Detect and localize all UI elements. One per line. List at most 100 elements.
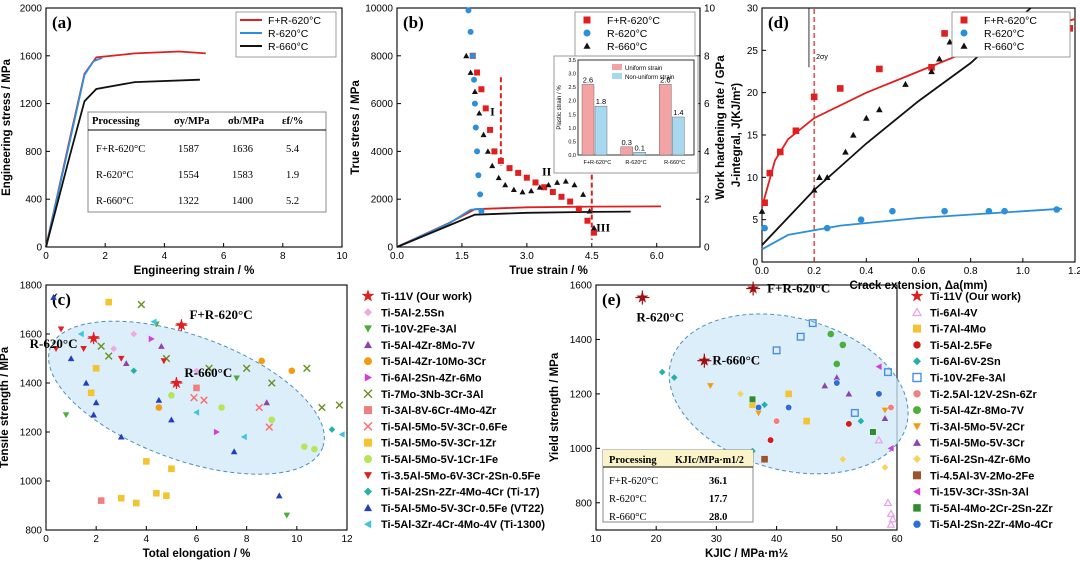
- x-stroke: [242, 364, 251, 373]
- y-tick-label: 1400: [570, 335, 593, 346]
- inset-bar: [633, 152, 646, 156]
- literature-point: [97, 342, 105, 351]
- legend-label: Ti-5Al-2.5Fe: [930, 340, 992, 352]
- legend-label: Ti-5Al-5Mo-5V-3Cr-0.5Fe (VT22): [381, 503, 544, 515]
- literature-point: [193, 367, 200, 375]
- hardening-point: [471, 100, 478, 107]
- literature-point: [258, 357, 266, 365]
- x-tick-label: 30: [711, 534, 723, 545]
- inset-y-label: Plastic strain / %: [557, 85, 563, 130]
- inset-bar: [594, 105, 608, 156]
- table-header: εf/%: [282, 116, 303, 127]
- legend-marker: [363, 389, 373, 399]
- j-data-point: [941, 30, 948, 37]
- j-data-point: [1001, 207, 1008, 215]
- x-stroke: [318, 403, 326, 412]
- table-cell: 1322: [178, 196, 199, 207]
- literature-point: [821, 382, 829, 389]
- inset-y-tick-label: 0.0: [568, 153, 576, 159]
- hardening-point: [467, 28, 474, 35]
- legend-marker: [583, 29, 591, 37]
- literature-point: [92, 365, 100, 372]
- literature-point: [875, 363, 882, 370]
- literature-point: [761, 401, 768, 409]
- literature-point: [240, 433, 247, 441]
- stress-strain-curve: [45, 56, 103, 248]
- literature-point: [242, 364, 251, 373]
- inset-bar-label: 0.1: [634, 143, 644, 152]
- inset-bar: [581, 84, 595, 156]
- legend-label: Ti-5Al-5Mo-5V-3Cr-0.6Fe: [381, 421, 507, 433]
- literature-point: [130, 330, 138, 338]
- y-tick-label: 800: [25, 147, 42, 158]
- y-tick-label: 0: [387, 243, 393, 254]
- table-cell: 28.0: [709, 512, 727, 523]
- hardening-point: [471, 76, 478, 83]
- x-tick-label: 0: [43, 251, 49, 262]
- literature-point: [886, 509, 896, 517]
- x-tick-label: 6: [194, 534, 200, 545]
- literature-point: [338, 431, 345, 438]
- stress-strain-curve: [45, 78, 200, 248]
- x-stroke: [267, 379, 276, 387]
- literature-point: [881, 464, 889, 471]
- hardening-point: [475, 172, 482, 179]
- hardening-point: [528, 187, 535, 194]
- inset-y-tick-label: 0.5: [568, 139, 576, 145]
- hardening-point: [480, 131, 487, 138]
- j-data-point: [842, 148, 849, 155]
- hardening-point: [491, 148, 498, 155]
- y-tick-label: 0: [36, 243, 42, 254]
- table-cell: 17.7: [709, 494, 727, 505]
- literature-point: [318, 403, 326, 412]
- hardening-point: [495, 174, 502, 181]
- j-data-point: [863, 114, 870, 121]
- j-data-point: [902, 80, 909, 87]
- legend-marker: [364, 357, 372, 366]
- hardening-point: [478, 208, 485, 215]
- legend-marker: [361, 289, 375, 302]
- table-cell: 1.9: [286, 170, 299, 181]
- legend-marker: [912, 503, 922, 513]
- table-header: Processing: [609, 455, 657, 466]
- x-tick-label: 20: [651, 534, 663, 545]
- j-data-point: [946, 38, 954, 45]
- j-data-point: [928, 68, 935, 75]
- inset-bar: [659, 84, 672, 156]
- x-tick-label: 2: [102, 251, 108, 262]
- legend-label: R-660°C: [268, 41, 309, 53]
- literature-point: [839, 341, 847, 349]
- legend-label: Ti-6Al-6V-2Sn: [930, 356, 1001, 368]
- hardening-point: [584, 217, 591, 224]
- x-axis-label: True strain / %: [509, 265, 588, 277]
- x-stroke: [190, 393, 198, 402]
- legend-marker: [364, 406, 372, 415]
- literature-point: [311, 445, 318, 453]
- hardening-point: [502, 181, 509, 188]
- legend-label: Ti-5Al-2Sn-2Zr-4Mo-4Cr (Ti-17): [381, 487, 540, 499]
- table-cell: R-620°C: [96, 170, 133, 181]
- legend-marker: [364, 308, 372, 317]
- legend-label: Ti-6Al-2Sn-4Zr-6Mo: [381, 373, 482, 385]
- legend-marker: [364, 520, 372, 529]
- j-data-point: [766, 169, 774, 177]
- x-tick-label: 0.8: [964, 266, 978, 277]
- inset-y-tick-label: 1.0: [568, 126, 576, 132]
- y-tick-label: 800: [25, 526, 42, 537]
- y-tick-label: 30: [747, 4, 759, 15]
- legend-marker: [913, 487, 921, 496]
- table-cell: 1583: [232, 170, 253, 181]
- literature-point: [875, 390, 883, 398]
- hardening-point: [484, 148, 491, 154]
- x-axis-label: Total elongation / %: [143, 548, 251, 560]
- x-stroke: [200, 396, 208, 404]
- y-tick-label: 1200: [20, 99, 43, 110]
- legend-label: Ti-5Al-3Zr-4Cr-4Mo-4V (Ti-1300): [381, 519, 545, 531]
- literature-point: [737, 390, 744, 398]
- hardening-point: [523, 174, 530, 181]
- literature-point: [749, 401, 756, 409]
- legend-label: Ti-7Mo-3Nb-3Cr-3Al: [381, 389, 483, 401]
- literature-point: [193, 409, 200, 416]
- literature-point: [105, 298, 113, 306]
- y-tick-label: 1600: [20, 330, 43, 341]
